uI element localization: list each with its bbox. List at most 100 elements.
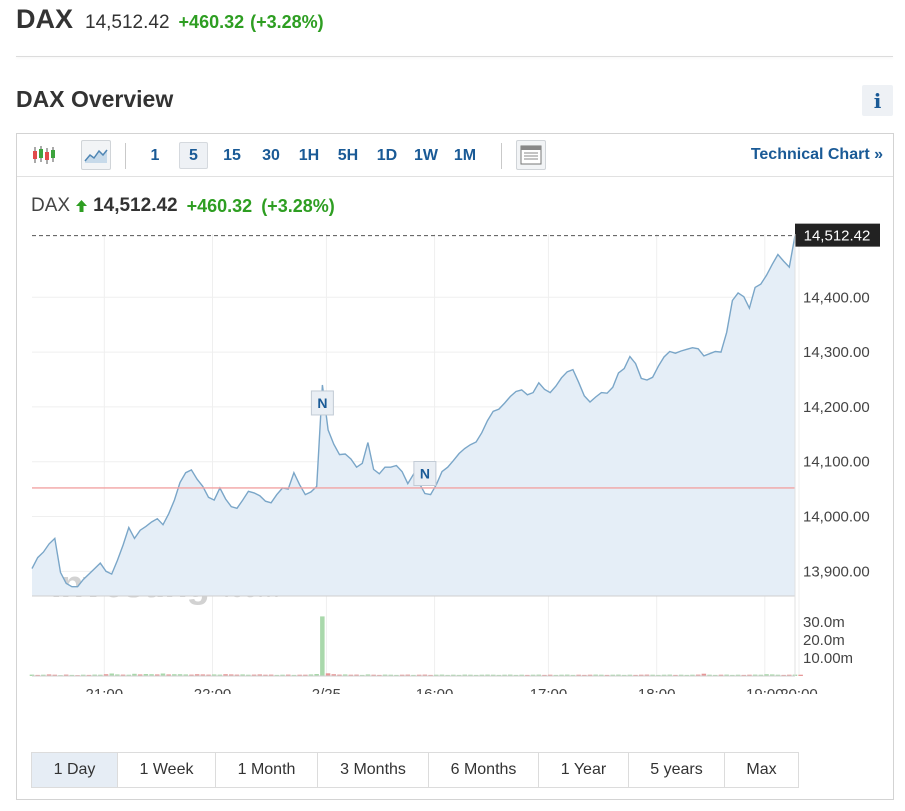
chart-quote-change: +460.32	[186, 195, 253, 216]
volume-bar	[695, 674, 701, 676]
y-tick-label: 14,100.00	[803, 454, 870, 471]
volume-bar	[166, 674, 171, 676]
volume-bar	[297, 674, 302, 676]
range-5-years[interactable]: 5 years	[629, 753, 725, 787]
volume-bar	[787, 674, 792, 676]
volume-bar	[627, 674, 633, 676]
volume-bar	[206, 674, 211, 676]
volume-bar	[604, 674, 610, 676]
volume-bar	[240, 674, 245, 676]
volume-bar	[251, 674, 257, 676]
info-button[interactable]: i	[862, 85, 893, 116]
x-tick-label: 2/25	[312, 686, 341, 694]
interval-1m[interactable]: 1M	[453, 146, 477, 164]
volume-bar	[291, 674, 297, 676]
range-1-month[interactable]: 1 Month	[216, 753, 318, 787]
volume-bar	[411, 674, 416, 676]
y-tick-label: 14,300.00	[803, 344, 870, 361]
volume-bar	[354, 674, 359, 676]
volume-bar	[160, 673, 166, 676]
volume-bar	[399, 674, 405, 676]
interval-1[interactable]: 1	[150, 146, 160, 164]
x-tick-label: 21:00	[86, 686, 124, 694]
range-1-week[interactable]: 1 Week	[118, 753, 216, 787]
toolbar-separator	[501, 143, 502, 169]
interval-5[interactable]: 5	[179, 142, 208, 169]
time-range-selector: 1 Day 1 Week 1 Month 3 Months 6 Months 1…	[31, 752, 799, 788]
volume-bar	[257, 674, 262, 676]
instrument-change-pct: (+3.28%)	[250, 12, 324, 32]
volume-bar	[388, 674, 393, 676]
volume-bar	[86, 674, 92, 676]
volume-bar	[678, 674, 684, 676]
volume-bar	[491, 674, 496, 676]
volume-bar	[536, 674, 541, 676]
range-1-year[interactable]: 1 Year	[539, 753, 629, 787]
volume-bar	[690, 674, 695, 676]
volume-bar	[468, 674, 473, 676]
volume-bar	[496, 674, 502, 676]
volume-bar	[610, 674, 615, 676]
volume-bar	[120, 674, 126, 676]
volume-bar	[325, 673, 331, 676]
chart-quote-price: 14,512.42	[93, 195, 178, 216]
candlestick-chart-button[interactable]	[29, 140, 59, 170]
price-area	[31, 235, 796, 596]
range-6-months[interactable]: 6 Months	[429, 753, 539, 787]
range-1-day[interactable]: 1 Day	[32, 753, 118, 787]
volume-bar	[451, 674, 456, 676]
volume-bar	[747, 674, 752, 676]
news-marker-label: N	[420, 465, 430, 481]
indicator-panel-icon	[520, 145, 542, 165]
indicator-panel-button[interactable]	[516, 140, 546, 170]
volume-bar	[553, 674, 559, 676]
instrument-price: 14,512.42	[85, 12, 170, 33]
y-tick-label: 14,200.00	[803, 399, 870, 416]
volume-bar	[667, 674, 672, 676]
volume-bar	[98, 674, 103, 676]
volume-bar	[35, 674, 40, 676]
volume-bar	[29, 674, 35, 676]
interval-5h[interactable]: 5H	[337, 146, 359, 164]
volume-tick-label: 30.0m	[803, 614, 845, 631]
volume-bar	[143, 674, 149, 676]
volume-bar	[365, 674, 371, 676]
interval-1d[interactable]: 1D	[376, 146, 398, 164]
volume-bar	[342, 674, 348, 676]
volume-bar	[587, 674, 593, 676]
range-max[interactable]: Max	[725, 753, 798, 787]
volume-bar	[382, 674, 388, 676]
volume-bar	[775, 674, 781, 676]
interval-1h[interactable]: 1H	[298, 146, 320, 164]
volume-bar	[155, 674, 160, 676]
volume-bar	[456, 674, 462, 676]
chart-widget: 1 5 15 30 1H 5H 1D 1W 1M Technical Chart…	[16, 133, 894, 800]
volume-bar	[434, 674, 439, 676]
volume-bar	[565, 674, 570, 676]
volume-bar	[656, 674, 661, 676]
toolbar-separator	[125, 143, 126, 169]
volume-bar	[109, 673, 114, 676]
technical-chart-link[interactable]: Technical Chart »	[750, 146, 883, 163]
volume-bar	[211, 674, 217, 676]
area-chart-button[interactable]	[81, 140, 111, 170]
interval-30[interactable]: 30	[262, 146, 280, 164]
volume-bar	[331, 674, 336, 676]
volume-bar	[661, 674, 667, 676]
interval-1w[interactable]: 1W	[414, 146, 438, 164]
volume-bar	[81, 674, 86, 676]
volume-bar	[377, 674, 382, 676]
volume-bar	[479, 674, 485, 676]
volume-bar	[46, 674, 52, 676]
range-3-months[interactable]: 3 Months	[318, 753, 429, 787]
volume-bar	[673, 674, 678, 676]
header-divider	[16, 56, 893, 57]
volume-bar	[177, 674, 183, 676]
interval-15[interactable]: 15	[223, 146, 241, 164]
volume-bar	[92, 674, 97, 676]
volume-bar	[508, 674, 513, 676]
volume-bar	[223, 674, 228, 676]
info-icon: i	[873, 88, 882, 113]
volume-bar	[513, 674, 519, 676]
